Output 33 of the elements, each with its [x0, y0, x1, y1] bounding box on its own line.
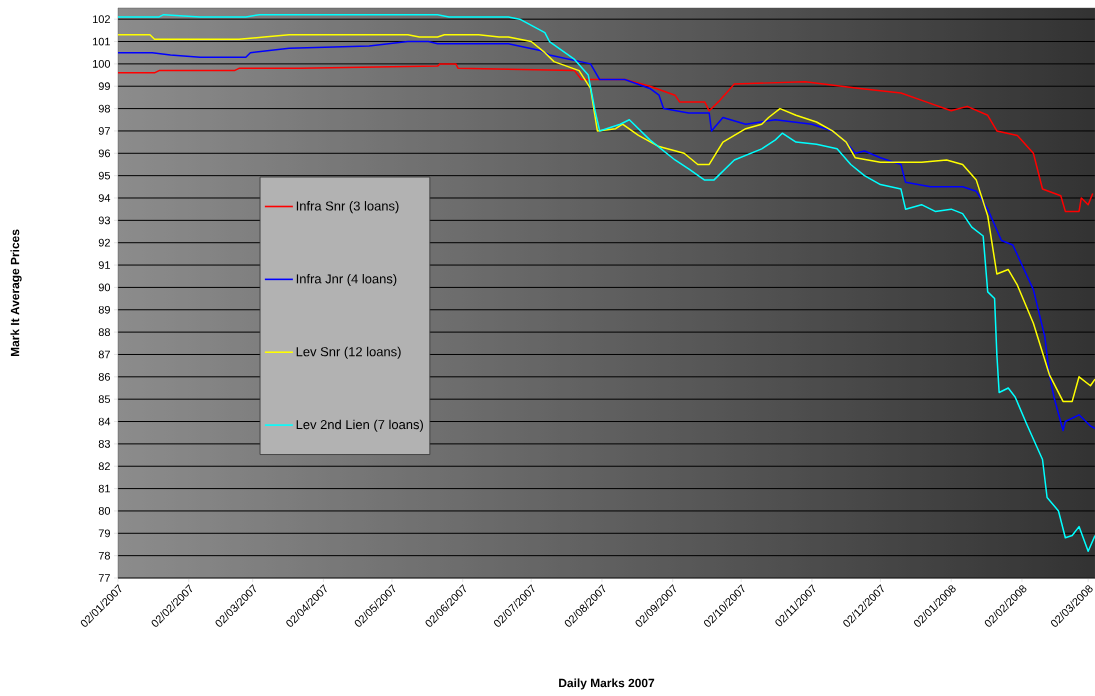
- y-tick-label: 85: [98, 395, 111, 404]
- y-tick-label: 92: [98, 238, 110, 247]
- y-tick-label: 84: [98, 417, 111, 426]
- legend-label: Infra Snr (3 loans): [296, 201, 399, 214]
- y-tick-label: 78: [98, 551, 110, 560]
- y-tick-label: 89: [98, 305, 110, 314]
- y-tick-label: 81: [98, 484, 110, 493]
- y-tick-label: 99: [98, 82, 110, 91]
- y-tick-label: 100: [93, 60, 111, 68]
- x-axis-title: Daily Marks 2007: [559, 678, 655, 690]
- legend-label: Lev Snr (12 loans): [296, 346, 401, 359]
- y-tick-label: 88: [98, 328, 110, 336]
- y-tick-label: 86: [98, 372, 110, 381]
- y-tick-label: 87: [98, 350, 110, 359]
- y-tick-label: 91: [98, 261, 110, 269]
- y-axis-title: Mark It Average Prices: [10, 229, 22, 357]
- y-tick-label: 98: [98, 104, 110, 113]
- y-tick-label: 95: [98, 171, 111, 180]
- y-tick-label: 80: [98, 507, 111, 515]
- y-tick-label: 94: [98, 194, 111, 202]
- y-tick-label: 93: [98, 216, 110, 225]
- legend-label: Infra Jnr (4 loans): [296, 273, 397, 286]
- y-tick-label: 77: [98, 574, 110, 582]
- y-tick-label: 79: [98, 529, 110, 538]
- y-tick-label: 82: [98, 462, 110, 471]
- y-tick-label: 90: [98, 283, 111, 292]
- y-tick-label: 101: [93, 37, 110, 46]
- y-tick-label: 96: [98, 149, 110, 158]
- legend-label: Lev 2nd Lien (7 loans): [296, 419, 423, 432]
- line-series: [117, 63, 1094, 213]
- y-tick-label: 97: [98, 127, 110, 135]
- y-tick-label: 102: [93, 15, 110, 24]
- y-tick-label: 83: [98, 440, 110, 448]
